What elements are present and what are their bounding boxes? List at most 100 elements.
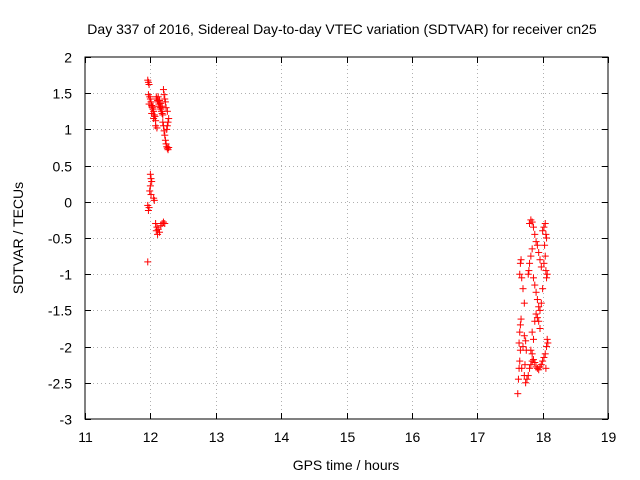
x-tick-label: 14 (274, 429, 290, 445)
data-point-marker (144, 258, 152, 266)
data-point-marker (540, 353, 548, 361)
y-tick-label: -2.5 (48, 376, 72, 392)
data-point-marker (528, 218, 536, 226)
data-point-marker (529, 274, 537, 282)
x-tick-label: 18 (536, 429, 552, 445)
chart-title: Day 337 of 2016, Sidereal Day-to-day VTE… (87, 21, 597, 37)
data-point-marker (162, 140, 170, 148)
data-point-marker (159, 218, 167, 226)
data-point-marker (532, 288, 540, 296)
data-point-marker (543, 343, 551, 351)
data-point-marker (522, 379, 530, 387)
y-tick-label: 2 (64, 50, 72, 66)
data-point-marker (516, 270, 524, 278)
data-point-marker (536, 306, 544, 314)
data-point-marker (544, 339, 552, 347)
data-point-marker (541, 220, 549, 228)
data-point-marker (541, 252, 549, 260)
data-point-marker (146, 170, 154, 178)
x-tick-label: 19 (601, 429, 617, 445)
data-point-marker (537, 299, 545, 307)
data-point-marker (518, 274, 526, 282)
data-point-marker (148, 104, 156, 112)
data-point-marker (522, 337, 530, 345)
data-point-marker (531, 359, 539, 367)
data-point-marker (528, 245, 536, 253)
data-point-marker (163, 144, 171, 152)
data-points (144, 76, 552, 398)
data-point-marker (531, 281, 539, 289)
data-point-marker (518, 364, 526, 372)
data-point-marker (525, 267, 533, 275)
x-tick-label: 13 (209, 429, 225, 445)
data-point-marker (148, 178, 156, 186)
y-axis-label: SDTVAR / TECUs (10, 182, 26, 294)
x-axis-label: GPS time / hours (293, 457, 400, 473)
x-tick-label: 11 (78, 429, 93, 445)
data-point-marker (145, 204, 153, 212)
data-point-marker (543, 274, 551, 282)
axis-ticks: 11 12 13 14 15 16 17 18 19 2 1.5 1 0.5 0 -0.5 -1 -1.5 -2 -… (48, 50, 617, 446)
data-point-marker (157, 99, 165, 107)
data-point-marker (520, 299, 528, 307)
data-point-marker (154, 230, 162, 238)
data-point-marker (144, 206, 152, 214)
data-point-marker (515, 339, 523, 347)
y-tick-label: 1 (64, 122, 72, 138)
data-point-marker (163, 122, 171, 130)
data-point-marker (147, 191, 155, 199)
data-point-marker (163, 125, 171, 133)
data-point-marker (152, 227, 160, 235)
data-point-marker (150, 111, 158, 119)
data-point-marker (161, 95, 169, 103)
data-point-marker (535, 248, 543, 256)
data-point-marker (146, 95, 154, 103)
y-tick-label: 0 (64, 195, 72, 211)
data-point-marker (514, 390, 522, 398)
data-point-marker (162, 104, 170, 112)
data-point-marker (519, 343, 527, 351)
data-point-marker (517, 315, 525, 323)
data-point-marker (520, 332, 528, 340)
data-point-marker (541, 350, 549, 358)
data-point-marker (156, 96, 164, 104)
data-point-marker (516, 346, 524, 354)
data-point-marker (158, 109, 166, 117)
data-point-marker (150, 196, 158, 204)
data-point-marker (536, 325, 544, 332)
data-point-marker (542, 364, 550, 372)
x-tick-label: 16 (405, 429, 421, 445)
y-tick-label: -0.5 (48, 231, 72, 247)
data-point-marker (145, 81, 153, 89)
data-point-marker (147, 175, 155, 183)
data-point-marker (543, 335, 551, 343)
data-point-marker (159, 86, 167, 94)
data-point-marker (524, 270, 532, 278)
data-point-marker (529, 356, 537, 364)
data-point-marker (539, 227, 547, 235)
data-point-marker (526, 364, 534, 372)
data-point-marker (146, 187, 154, 195)
data-point-marker (154, 93, 162, 101)
data-point-marker (533, 241, 541, 249)
data-point-marker (152, 220, 160, 228)
data-point-marker (537, 361, 545, 369)
data-point-marker (543, 234, 551, 242)
x-tick-label: 12 (143, 429, 159, 445)
data-point-marker (527, 346, 535, 354)
data-point-marker (153, 124, 161, 132)
data-point-marker (531, 230, 539, 238)
x-tick-label: 17 (470, 429, 486, 445)
data-point-marker (527, 252, 535, 260)
y-tick-label: -2 (60, 340, 73, 356)
data-point-marker (165, 144, 173, 151)
data-point-marker (543, 270, 551, 278)
data-point-marker (149, 102, 157, 110)
data-point-marker (524, 372, 532, 380)
data-point-marker (523, 375, 531, 383)
data-point-marker (517, 256, 525, 264)
data-point-marker (516, 259, 524, 267)
data-point-marker (159, 111, 167, 119)
data-point-marker (519, 285, 527, 293)
